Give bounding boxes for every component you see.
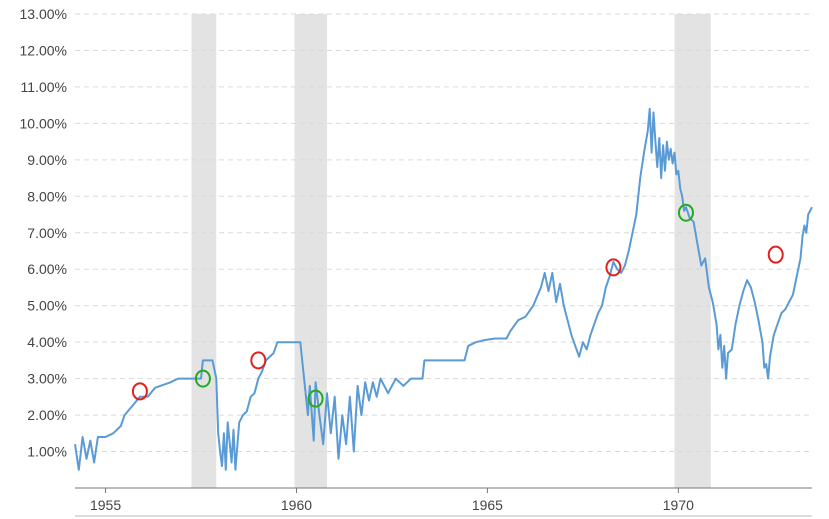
annotation-marker — [605, 258, 622, 277]
y-tick-label: 6.00% — [27, 261, 67, 277]
annotation-marker — [307, 389, 324, 408]
x-tick-label: 1970 — [663, 497, 694, 513]
y-tick-label: 4.00% — [27, 334, 67, 350]
y-tick-label: 12.00% — [20, 42, 67, 58]
x-tick-label: 1960 — [281, 497, 312, 513]
y-axis: 1.00% 2.00% 3.00% 4.00% 5.00% 6.00% 7.00% 8.00%… — [20, 6, 67, 460]
y-tick-label: 9.00% — [27, 152, 67, 168]
gridlines — [75, 13, 812, 453]
x-tick-label: 1965 — [472, 497, 503, 513]
recession-bands — [191, 14, 711, 488]
y-tick-label: 2.00% — [27, 407, 67, 423]
y-tick-label: 13.00% — [20, 6, 67, 22]
series-line-1 — [74, 107, 813, 471]
annotation-marker — [677, 203, 694, 222]
series-layer — [74, 107, 813, 471]
recession-band-3 — [674, 14, 711, 488]
y-tick-label: 11.00% — [21, 79, 67, 95]
x-axis: 1955 1960 1965 1970 — [75, 487, 812, 517]
annotation-marker — [250, 351, 267, 370]
y-tick-label: 8.00% — [27, 188, 67, 204]
y-tick-label: 3.00% — [27, 371, 67, 387]
recession-band-2 — [294, 14, 328, 488]
annotations — [131, 203, 784, 408]
y-tick-label: 10.00% — [20, 115, 67, 131]
y-tick-label: 5.00% — [27, 298, 67, 314]
annotation-marker — [194, 369, 211, 388]
annotation-marker — [767, 245, 784, 264]
y-tick-label: 1.00% — [27, 444, 67, 460]
y-tick-label: 7.00% — [27, 225, 67, 241]
recession-band-1 — [191, 14, 217, 488]
annotation-marker — [131, 382, 148, 401]
x-tick-label: 1955 — [90, 497, 121, 513]
